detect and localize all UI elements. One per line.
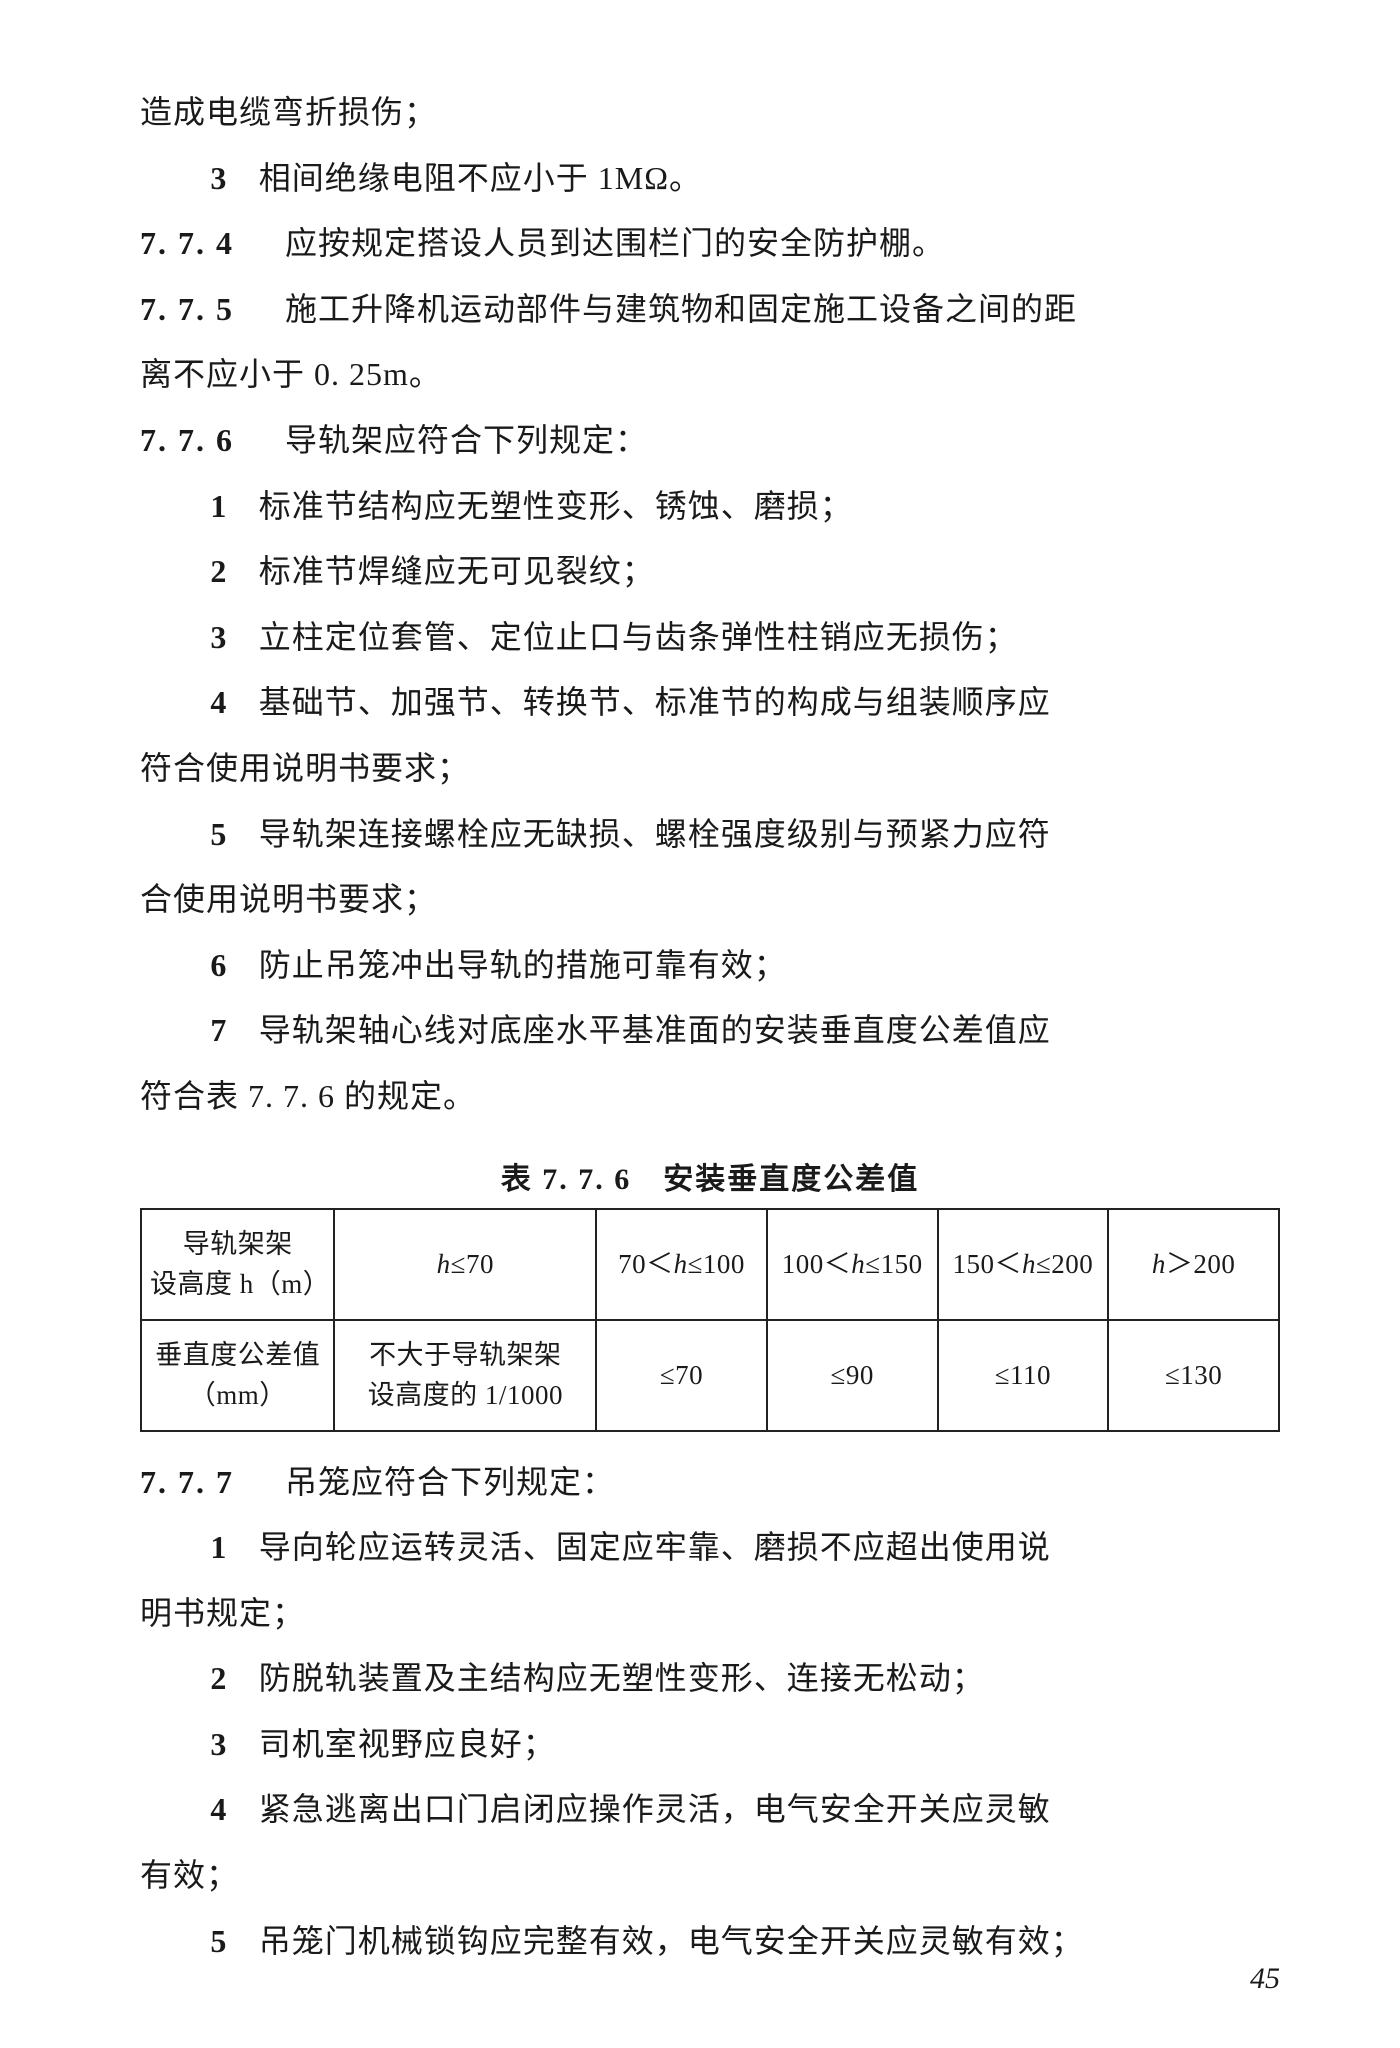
item-number: 2: [210, 1660, 227, 1696]
section-body: 施工升降机运动部件与建筑物和固定施工设备之间的距: [285, 291, 1077, 327]
section-number: 7. 7. 6: [140, 422, 234, 458]
list-item: 2 防脱轨装置及主结构应无塑性变形、连接无松动；: [140, 1646, 1280, 1712]
item-number: 4: [210, 1791, 227, 1827]
body-text: 明书规定；: [140, 1581, 1280, 1647]
item-text: 紧急逃离出口门启闭应操作灵活，电气安全开关应灵敏: [259, 1791, 1051, 1827]
item-text: 导轨架轴心线对底座水平基准面的安装垂直度公差值应: [259, 1012, 1051, 1048]
section-number: 7. 7. 4: [140, 225, 234, 261]
table-cell: 100＜h≤150: [767, 1209, 938, 1320]
table-cell: ≤70: [596, 1320, 767, 1431]
section-text: 7. 7. 5 施工升降机运动部件与建筑物和固定施工设备之间的距: [140, 277, 1280, 343]
item-number: 5: [210, 816, 227, 852]
section-body: 吊笼应符合下列规定：: [285, 1464, 615, 1500]
section-text: 7. 7. 4 应按规定搭设人员到达围栏门的安全防护棚。: [140, 211, 1280, 277]
item-text: 立柱定位套管、定位止口与齿条弹性柱销应无损伤；: [259, 619, 1018, 655]
list-item: 5 吊笼门机械锁钩应完整有效，电气安全开关应灵敏有效；: [140, 1909, 1280, 1975]
item-text: 司机室视野应良好；: [259, 1726, 556, 1762]
list-item: 4 基础节、加强节、转换节、标准节的构成与组装顺序应: [140, 670, 1280, 736]
list-item: 3 立柱定位套管、定位止口与齿条弹性柱销应无损伤；: [140, 605, 1280, 671]
item-number: 3: [210, 1726, 227, 1762]
body-text: 合使用说明书要求；: [140, 867, 1280, 933]
table-cell: ≤130: [1108, 1320, 1279, 1431]
section-body: 应按规定搭设人员到达围栏门的安全防护棚。: [285, 225, 945, 261]
item-text: 吊笼门机械锁钩应完整有效，电气安全开关应灵敏有效；: [259, 1923, 1084, 1959]
item-text: 标准节焊缝应无可见裂纹；: [259, 553, 655, 589]
item-number: 1: [210, 1529, 227, 1565]
item-text: 导向轮应运转灵活、固定应牢靠、磨损不应超出使用说: [259, 1529, 1051, 1565]
item-number: 3: [210, 619, 227, 655]
table-cell: h≤70: [334, 1209, 596, 1320]
item-number: 2: [210, 553, 227, 589]
list-item: 4 紧急逃离出口门启闭应操作灵活，电气安全开关应灵敏: [140, 1777, 1280, 1843]
section-text: 7. 7. 6 导轨架应符合下列规定：: [140, 408, 1280, 474]
table-row: 导轨架架 设高度 h（m） h≤70 70＜h≤100 100＜h≤150 15…: [141, 1209, 1279, 1320]
item-text: 相间绝缘电阻不应小于 1MΩ。: [259, 160, 702, 196]
body-text: 符合使用说明书要求；: [140, 736, 1280, 802]
item-number: 5: [210, 1923, 227, 1959]
item-text: 防脱轨装置及主结构应无塑性变形、连接无松动；: [259, 1660, 985, 1696]
list-item: 3 司机室视野应良好；: [140, 1712, 1280, 1778]
document-page: 造成电缆弯折损伤； 3 相间绝缘电阻不应小于 1MΩ。 7. 7. 4 应按规定…: [0, 0, 1400, 2034]
list-item: 3 相间绝缘电阻不应小于 1MΩ。: [140, 146, 1280, 212]
table-cell: ≤110: [938, 1320, 1109, 1431]
table-caption: 表 7. 7. 6 安装垂直度公差值: [140, 1154, 1280, 1198]
item-number: 3: [210, 160, 227, 196]
item-text: 基础节、加强节、转换节、标准节的构成与组装顺序应: [259, 684, 1051, 720]
list-item: 2 标准节焊缝应无可见裂纹；: [140, 539, 1280, 605]
item-text: 标准节结构应无塑性变形、锈蚀、磨损；: [259, 488, 853, 524]
table-cell: ≤90: [767, 1320, 938, 1431]
table-cell: 70＜h≤100: [596, 1209, 767, 1320]
item-text: 导轨架连接螺栓应无缺损、螺栓强度级别与预紧力应符: [259, 816, 1051, 852]
section-number: 7. 7. 5: [140, 291, 234, 327]
tolerance-table: 导轨架架 设高度 h（m） h≤70 70＜h≤100 100＜h≤150 15…: [140, 1208, 1280, 1432]
item-number: 6: [210, 947, 227, 983]
item-number: 1: [210, 488, 227, 524]
item-number: 4: [210, 684, 227, 720]
body-text: 符合表 7. 7. 6 的规定。: [140, 1064, 1280, 1130]
table-cell: 导轨架架 设高度 h（m）: [141, 1209, 334, 1320]
section-body: 导轨架应符合下列规定：: [285, 422, 648, 458]
list-item: 6 防止吊笼冲出导轨的措施可靠有效；: [140, 933, 1280, 999]
body-text: 造成电缆弯折损伤；: [140, 80, 1280, 146]
table-cell: h＞200: [1108, 1209, 1279, 1320]
section-text: 7. 7. 7 吊笼应符合下列规定：: [140, 1450, 1280, 1516]
table-cell: 150＜h≤200: [938, 1209, 1109, 1320]
section-number: 7. 7. 7: [140, 1464, 234, 1500]
table-cell: 垂直度公差值 （mm）: [141, 1320, 334, 1431]
table-row: 垂直度公差值 （mm） 不大于导轨架架 设高度的 1/1000 ≤70 ≤90 …: [141, 1320, 1279, 1431]
page-number: 45: [1250, 1962, 1280, 1996]
body-text: 离不应小于 0. 25m。: [140, 342, 1280, 408]
body-text: 有效；: [140, 1843, 1280, 1909]
item-number: 7: [210, 1012, 227, 1048]
list-item: 7 导轨架轴心线对底座水平基准面的安装垂直度公差值应: [140, 998, 1280, 1064]
item-text: 防止吊笼冲出导轨的措施可靠有效；: [259, 947, 787, 983]
table-cell: 不大于导轨架架 设高度的 1/1000: [334, 1320, 596, 1431]
list-item: 1 标准节结构应无塑性变形、锈蚀、磨损；: [140, 474, 1280, 540]
list-item: 1 导向轮应运转灵活、固定应牢靠、磨损不应超出使用说: [140, 1515, 1280, 1581]
list-item: 5 导轨架连接螺栓应无缺损、螺栓强度级别与预紧力应符: [140, 802, 1280, 868]
